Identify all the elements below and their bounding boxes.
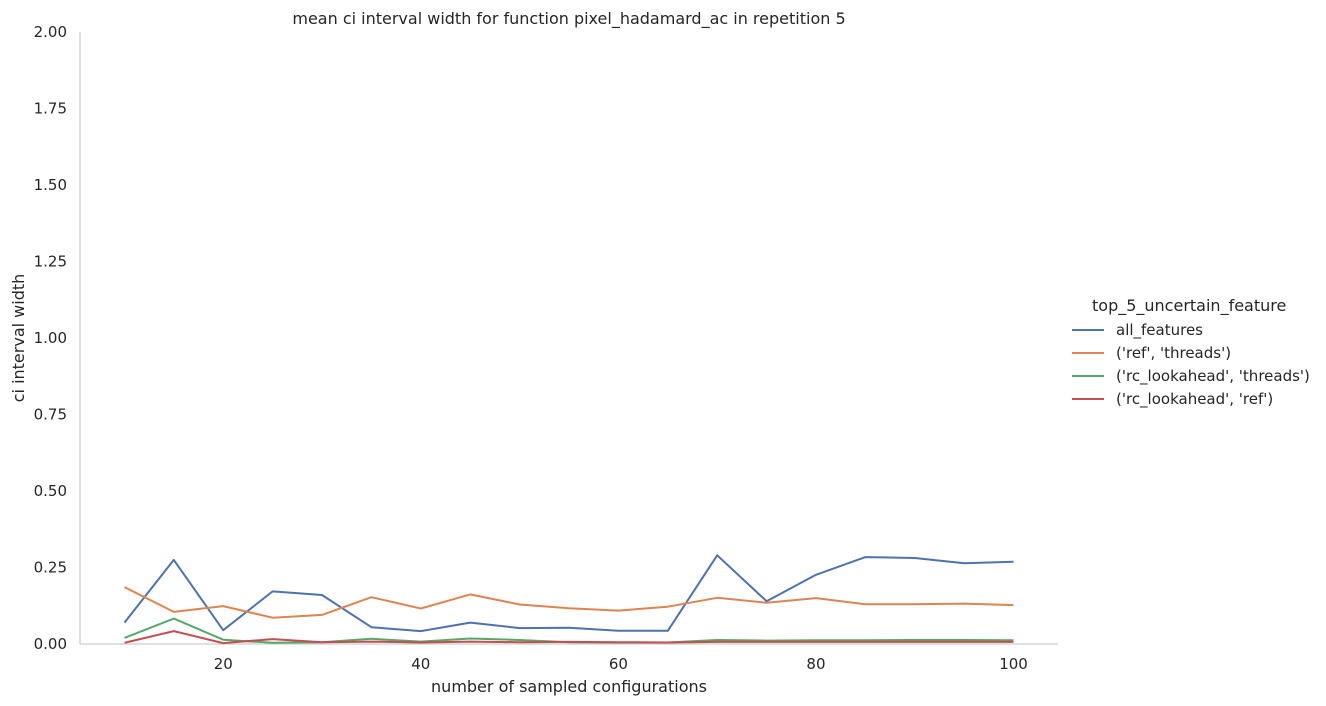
x-axis-title: number of sampled configurations bbox=[431, 677, 707, 696]
chart-title: mean ci interval width for function pixe… bbox=[292, 9, 845, 29]
y-tick-label: 1.75 bbox=[34, 100, 67, 118]
y-axis: 0.00 0.25 0.50 0.75 1.00 1.25 1.50 1.75 2.00 bbox=[34, 23, 81, 653]
legend-item-label: ('rc_lookahead', 'ref') bbox=[1116, 390, 1273, 409]
y-tick-label: 1.50 bbox=[34, 176, 67, 194]
legend-item-label: ('ref', 'threads') bbox=[1116, 344, 1231, 362]
legend-item-label: ('rc_lookahead', 'threads') bbox=[1116, 367, 1310, 386]
series-line-1 bbox=[123, 554, 1014, 633]
y-tick-label: 0.50 bbox=[34, 482, 67, 500]
y-tick-label: 2.00 bbox=[34, 23, 67, 41]
x-tick-label: 60 bbox=[609, 655, 628, 673]
x-tick-label: 20 bbox=[214, 655, 233, 673]
y-tick-label: 0.00 bbox=[34, 635, 67, 653]
x-tick-label: 40 bbox=[411, 655, 430, 673]
y-axis-title: ci interval width bbox=[9, 274, 28, 403]
y-tick-label: 0.25 bbox=[34, 559, 67, 577]
legend: top_5_uncertain_feature all_features ('re… bbox=[1072, 296, 1310, 409]
x-tick-label: 100 bbox=[999, 655, 1028, 673]
legend-item-label: all_features bbox=[1116, 321, 1203, 340]
y-tick-label: 1.25 bbox=[34, 253, 67, 271]
y-tick-label: 1.00 bbox=[34, 329, 67, 347]
x-axis: 20 40 60 80 100 bbox=[80, 643, 1058, 673]
series-line-2 bbox=[124, 586, 1014, 619]
y-tick-label: 0.75 bbox=[34, 406, 67, 424]
series-line-3 bbox=[124, 617, 1014, 644]
plot-area bbox=[123, 554, 1014, 645]
series-line-4 bbox=[124, 630, 1014, 645]
x-tick-label: 80 bbox=[806, 655, 825, 673]
legend-title: top_5_uncertain_feature bbox=[1092, 296, 1286, 316]
